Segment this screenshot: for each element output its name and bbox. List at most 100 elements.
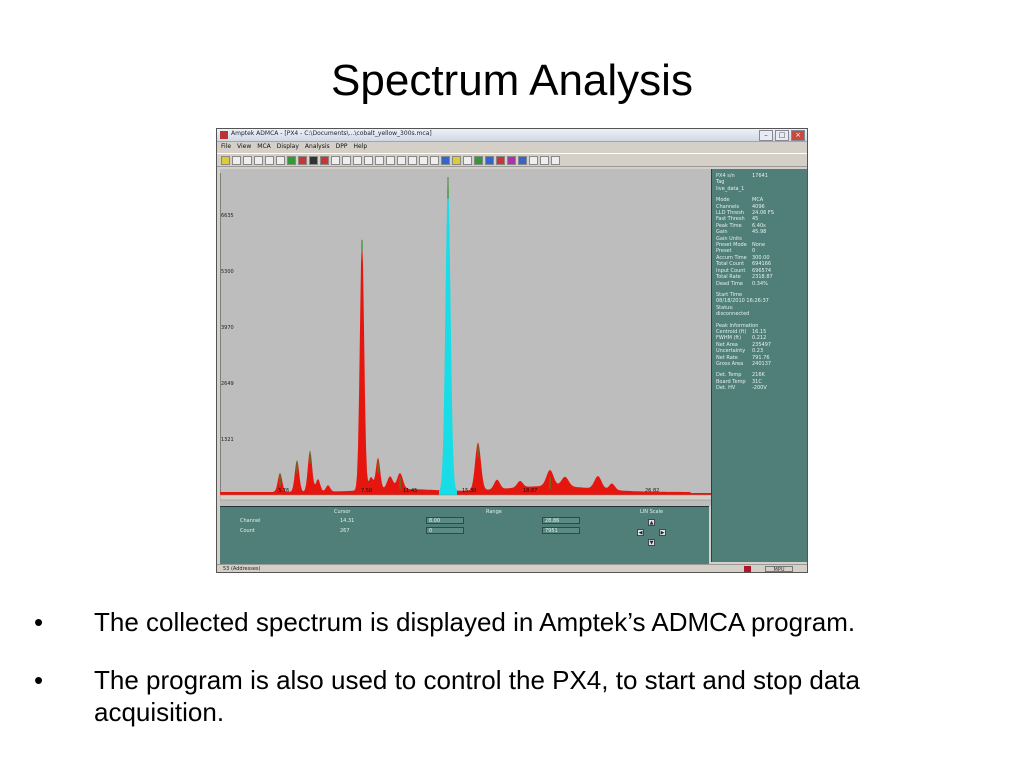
maximize-button[interactable]: □	[775, 130, 789, 141]
info-row: Input Count 696574	[716, 268, 803, 274]
y-tick-label: 1321	[221, 437, 234, 443]
menu-file[interactable]: File	[221, 143, 232, 150]
zoom-vertical-icon[interactable]	[353, 155, 362, 165]
next-icon[interactable]	[551, 155, 560, 165]
info-key: disconnected	[716, 311, 750, 318]
toolbar	[217, 153, 807, 167]
menu-dpp[interactable]: DPP	[335, 143, 348, 150]
info-row: Preset Mode None	[716, 242, 803, 248]
info-key: Gross Area	[716, 360, 744, 367]
start-acquisition-icon[interactable]	[287, 155, 296, 165]
info-value: 0	[752, 248, 756, 255]
spectrum-plot[interactable]: 6635 5300 3970 2649 1321 3.76 7.50 11.45 15.30 1…	[220, 169, 714, 572]
settings-icon[interactable]	[529, 155, 538, 165]
range-high-channel-field[interactable]: 28.86	[542, 517, 580, 524]
scale-left-button[interactable]: ◀	[637, 529, 644, 536]
log-scale-icon[interactable]	[375, 155, 384, 165]
info-row: Peak Time 6.40s	[716, 223, 803, 229]
info-key: Preset	[716, 248, 732, 255]
scale-up-button[interactable]: ▲	[648, 519, 655, 526]
menu-mca[interactable]: MCA	[257, 143, 271, 150]
info-key: Mode	[716, 197, 730, 204]
info-row: Preset 0	[716, 248, 803, 254]
spectrum-icon[interactable]	[320, 155, 329, 165]
info-key: Total Rate	[716, 274, 741, 281]
fit-icon[interactable]	[419, 155, 428, 165]
info-key: Gain	[716, 229, 728, 236]
dpp-settings-icon[interactable]	[441, 155, 450, 165]
info-key: Total Count	[716, 261, 745, 268]
menu-view[interactable]: View	[237, 143, 252, 150]
calibrate-icon[interactable]	[408, 155, 417, 165]
y-tick-label: 2649	[221, 381, 234, 387]
horizontal-scrollbar[interactable]	[220, 494, 713, 501]
menu-display[interactable]: Display	[276, 143, 299, 150]
info-icon[interactable]	[463, 155, 472, 165]
info-row: Mode MCA	[716, 197, 803, 203]
help-icon[interactable]	[540, 155, 549, 165]
info-row: disconnected	[716, 311, 803, 317]
info-value: 791.76	[752, 354, 770, 361]
delete-icon[interactable]	[309, 155, 318, 165]
info-key: Accum Time	[716, 254, 747, 261]
range-low-count-field[interactable]: 0	[426, 527, 464, 534]
filter-icon[interactable]	[485, 155, 494, 165]
element-icon[interactable]	[474, 155, 483, 165]
info-value: 235497	[752, 341, 772, 348]
scale-icon[interactable]	[364, 155, 373, 165]
info-row: Tag	[716, 179, 803, 185]
menu-analysis[interactable]: Analysis	[304, 143, 330, 150]
info-key: Uncertainty	[716, 348, 746, 355]
grid-icon[interactable]	[331, 155, 340, 165]
compare-icon[interactable]	[430, 155, 439, 165]
channel-label: Channel	[240, 518, 261, 524]
scale-right-button[interactable]: ▶	[659, 529, 666, 536]
info-value: 300.00	[752, 254, 770, 261]
app-icon	[220, 131, 228, 139]
save-icon[interactable]	[232, 155, 241, 165]
range-low-channel-field[interactable]: 8.00	[426, 517, 464, 524]
info-row: Total Count 694166	[716, 261, 803, 267]
info-key: PX4 s/n	[716, 173, 735, 179]
y-tick-label: 6635	[221, 213, 234, 219]
status-bar: 53 (Addresses) MPU	[217, 564, 807, 572]
close-button[interactable]: ×	[791, 130, 805, 141]
stop-acquisition-icon[interactable]	[298, 155, 307, 165]
info-value	[752, 186, 803, 192]
bullet-text: The program is also used to control the …	[94, 665, 860, 727]
chart-icon[interactable]	[518, 155, 527, 165]
copy-icon[interactable]	[254, 155, 263, 165]
info-value: MCA	[752, 197, 764, 204]
info-value: 31C	[752, 378, 762, 385]
minimize-button[interactable]: –	[759, 130, 773, 141]
range-high-count-field[interactable]: 7951	[542, 527, 580, 534]
menu-help[interactable]: Help	[353, 143, 368, 150]
roi-icon[interactable]	[386, 155, 395, 165]
color-grid-icon[interactable]	[496, 155, 505, 165]
radiation-icon[interactable]	[452, 155, 461, 165]
cursor-label: Cursor	[334, 509, 351, 515]
open-folder-icon[interactable]	[221, 155, 230, 165]
info-row: Det. HV -200V	[716, 385, 803, 391]
info-row: Channels 4096	[716, 204, 803, 210]
info-row: live_data_1	[716, 186, 803, 192]
info-value: 45.98	[752, 229, 767, 236]
count-label: Count	[240, 528, 255, 534]
info-key: Preset Mode	[716, 242, 747, 249]
undo-icon[interactable]	[276, 155, 285, 165]
info-value: 0.212	[752, 335, 767, 342]
info-panel: PX4 s/n 17641 Tag live_data_1 Mode MCA Channel…	[711, 169, 807, 562]
calculator-icon[interactable]	[265, 155, 274, 165]
scale-down-button[interactable]: ▼	[648, 539, 655, 546]
menu-bar: File View MCA Display Analysis DPP Help	[217, 142, 807, 152]
info-row: Accum Time 300.00	[716, 255, 803, 261]
print-icon[interactable]	[243, 155, 252, 165]
info-key: Channels	[716, 203, 740, 210]
zoom-horizontal-icon[interactable]	[342, 155, 351, 165]
y-tick-label: 5300	[221, 269, 234, 275]
cursor-channel-value: 14.31	[340, 518, 355, 524]
scale-label: LIN Scale	[640, 509, 664, 515]
palette-icon[interactable]	[507, 155, 516, 165]
info-row: Det. Temp 216K	[716, 372, 803, 378]
peak-search-icon[interactable]	[397, 155, 406, 165]
